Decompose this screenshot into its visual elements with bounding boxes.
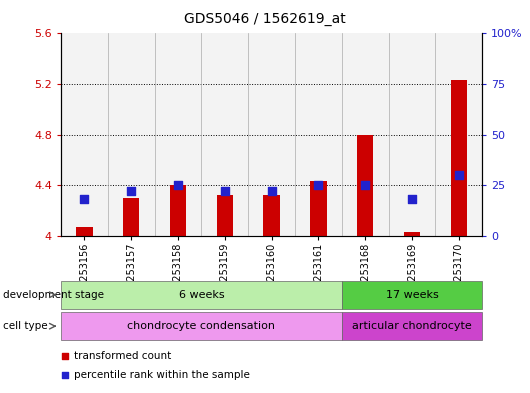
Point <box>314 182 323 188</box>
Text: GDS5046 / 1562619_at: GDS5046 / 1562619_at <box>184 12 346 26</box>
Bar <box>248 33 295 236</box>
Bar <box>404 232 420 236</box>
Bar <box>263 195 280 236</box>
Bar <box>450 80 467 236</box>
Point <box>127 188 136 195</box>
Text: 17 weeks: 17 weeks <box>386 290 438 300</box>
Point <box>61 353 69 359</box>
Bar <box>201 33 248 236</box>
Bar <box>342 312 482 340</box>
Bar <box>123 198 139 236</box>
Bar <box>61 312 342 340</box>
Bar <box>61 281 342 309</box>
Bar <box>108 33 155 236</box>
Text: chondrocyte condensation: chondrocyte condensation <box>127 321 276 331</box>
Point <box>220 188 229 195</box>
Bar <box>342 281 482 309</box>
Point <box>408 196 417 202</box>
Point <box>174 182 182 188</box>
Bar <box>310 182 326 236</box>
Text: transformed count: transformed count <box>74 351 171 361</box>
Bar <box>61 33 108 236</box>
Bar <box>295 33 342 236</box>
Bar <box>217 195 233 236</box>
Point <box>361 182 369 188</box>
Text: development stage: development stage <box>3 290 104 300</box>
Point <box>455 172 463 178</box>
Bar <box>436 33 482 236</box>
Bar <box>76 227 93 236</box>
Text: 6 weeks: 6 weeks <box>179 290 224 300</box>
Text: percentile rank within the sample: percentile rank within the sample <box>74 370 250 380</box>
Text: articular chondrocyte: articular chondrocyte <box>352 321 472 331</box>
Text: cell type: cell type <box>3 321 47 331</box>
Point <box>61 372 69 378</box>
Bar <box>357 134 374 236</box>
Bar <box>342 33 388 236</box>
Bar <box>155 33 201 236</box>
Bar <box>170 185 186 236</box>
Point <box>80 196 89 202</box>
Bar <box>388 33 436 236</box>
Point <box>267 188 276 195</box>
